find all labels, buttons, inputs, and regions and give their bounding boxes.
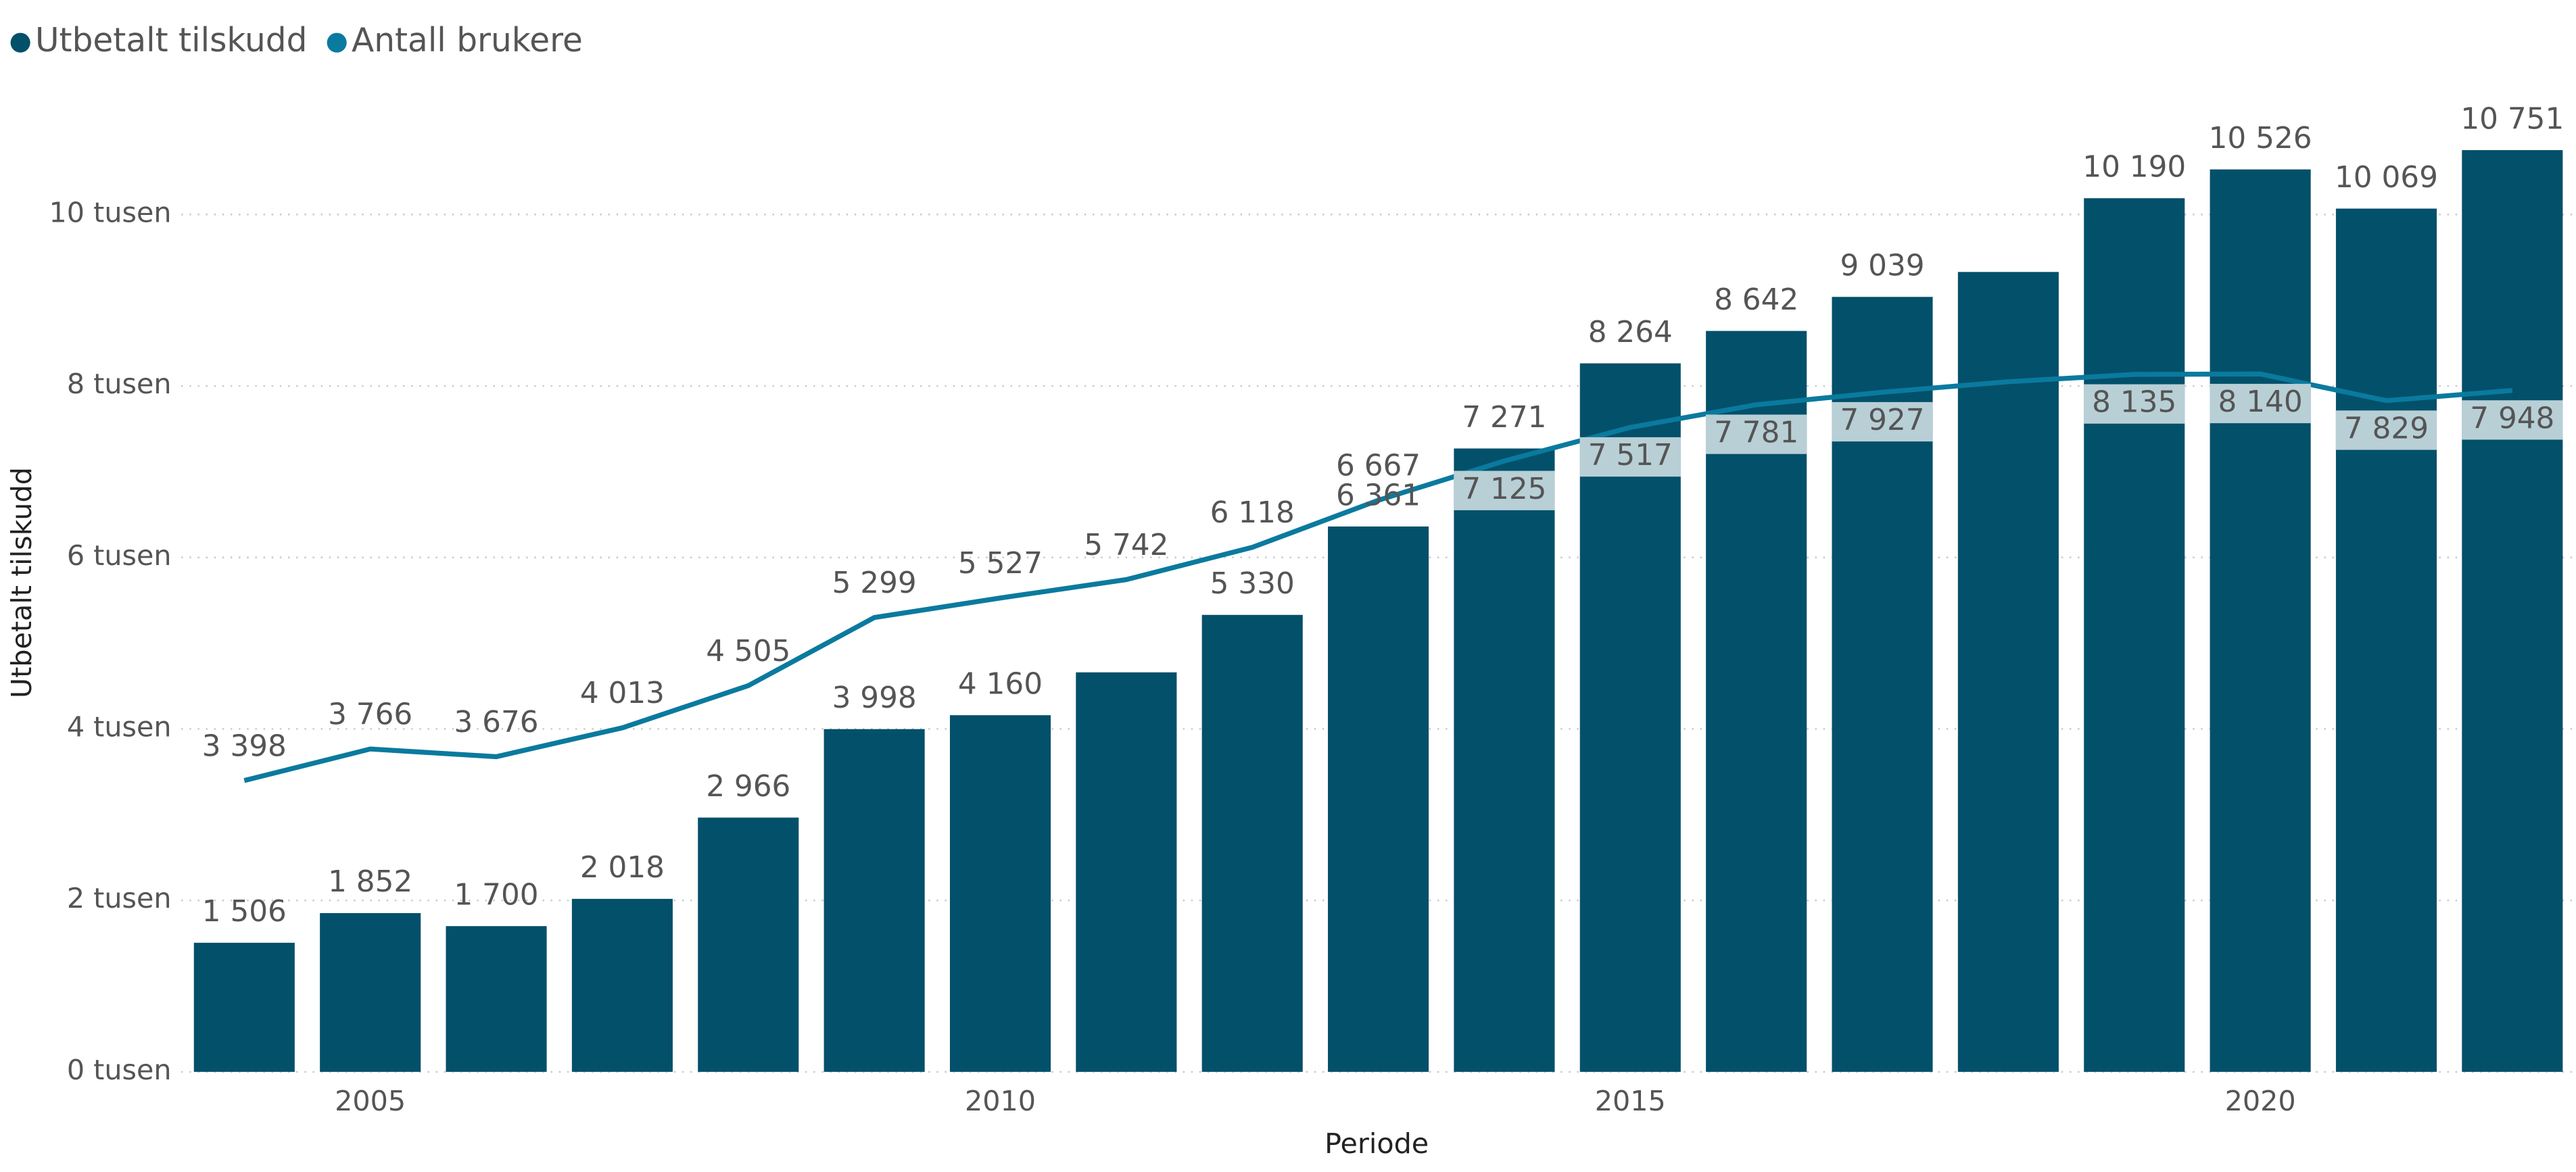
x-tick-label: 2005: [335, 1085, 406, 1117]
bar: [824, 729, 925, 1072]
bar: [446, 926, 547, 1072]
x-axis-title: Periode: [1325, 1127, 1429, 1160]
line-value-label: 6 118: [1210, 495, 1295, 530]
y-tick-label: 2 tusen: [67, 882, 172, 914]
label-background: [1454, 470, 1555, 510]
bar: [1328, 526, 1429, 1072]
line-value-label: 7 781: [1714, 416, 1798, 450]
bar: [193, 942, 295, 1072]
line-value-label: 5 742: [1084, 528, 1168, 562]
bar: [320, 912, 421, 1072]
line-value-label: 7 517: [1588, 438, 1673, 472]
y-tick-label: 4 tusen: [67, 710, 172, 743]
line-value-label: 6 667: [1336, 449, 1421, 483]
bar-value-label: 2 018: [580, 850, 665, 885]
line-value-label: 8 135: [2092, 385, 2176, 420]
bar: [1579, 363, 1681, 1072]
bar-value-label: 1 700: [454, 877, 538, 912]
line-value-label: 3 766: [328, 698, 412, 732]
line-value-label: 7 125: [1462, 472, 1546, 506]
x-tick-label: 2010: [965, 1085, 1036, 1117]
legend-label: Antall brukere: [352, 22, 583, 59]
legend-label: Utbetalt tilskudd: [35, 22, 307, 59]
label-background: [1579, 437, 1681, 477]
bar-value-label: 8 642: [1714, 283, 1798, 317]
line-value-label: 4 505: [706, 634, 790, 668]
bar: [1454, 448, 1555, 1072]
line-value-label: 3 398: [202, 729, 287, 763]
line-value-label: 8 140: [2218, 385, 2303, 419]
bar-value-label: 5 330: [1210, 566, 1295, 601]
line-value-label: 7 829: [2344, 411, 2429, 445]
bar: [949, 715, 1051, 1072]
bar: [1201, 614, 1303, 1072]
bar-value-label: 10 069: [2335, 160, 2438, 195]
bar-value-label: 7 271: [1462, 400, 1546, 435]
bar-value-label: 6 361: [1336, 478, 1421, 512]
bar: [571, 898, 673, 1072]
bar-value-label: 9 039: [1840, 249, 1924, 283]
legend-marker: [10, 32, 30, 53]
bar: [2210, 169, 2311, 1072]
bar: [2084, 198, 2185, 1072]
bar-value-label: 4 160: [958, 666, 1043, 701]
bar-value-label: 1 506: [202, 894, 287, 929]
bar: [2335, 208, 2437, 1072]
bar-value-label: 1 852: [328, 864, 412, 899]
line-value-label: 5 299: [832, 566, 917, 600]
bar-value-label: 8 264: [1588, 315, 1673, 349]
label-background: [2335, 410, 2437, 450]
y-axis-title: Utbetalt tilskudd: [5, 467, 38, 698]
y-tick-label: 10 tusen: [49, 196, 172, 228]
label-background: [2084, 384, 2185, 424]
y-tick-label: 6 tusen: [67, 539, 172, 572]
bar: [2462, 150, 2563, 1072]
bar: [698, 817, 799, 1072]
label-background: [2210, 383, 2311, 424]
bar: [1957, 272, 2059, 1072]
bar-value-label: 3 998: [832, 681, 917, 715]
legend-marker: [327, 32, 347, 53]
line: [243, 371, 2513, 783]
x-tick-label: 2020: [2225, 1085, 2296, 1117]
bar-value-label: 10 190: [2082, 150, 2186, 185]
label-background: [2462, 400, 2563, 440]
y-tick-label: 0 tusen: [67, 1054, 172, 1086]
line-value-label: 5 527: [958, 546, 1043, 581]
bar-value-label: 10 751: [2460, 101, 2564, 136]
label-background: [1832, 401, 1933, 442]
line-value-label: 3 676: [454, 705, 538, 739]
line-value-label: 7 948: [2470, 401, 2554, 435]
label-background: [1705, 414, 1807, 454]
line-value-label: 4 013: [580, 676, 665, 710]
bar: [1076, 672, 1177, 1072]
y-tick-label: 8 tusen: [67, 368, 172, 400]
x-tick-label: 2015: [1595, 1085, 1666, 1117]
bar: [1706, 331, 1807, 1072]
line-value-label: 7 927: [1840, 403, 1924, 437]
bar-value-label: 10 526: [2209, 121, 2312, 155]
bar-value-label: 2 966: [706, 769, 790, 804]
